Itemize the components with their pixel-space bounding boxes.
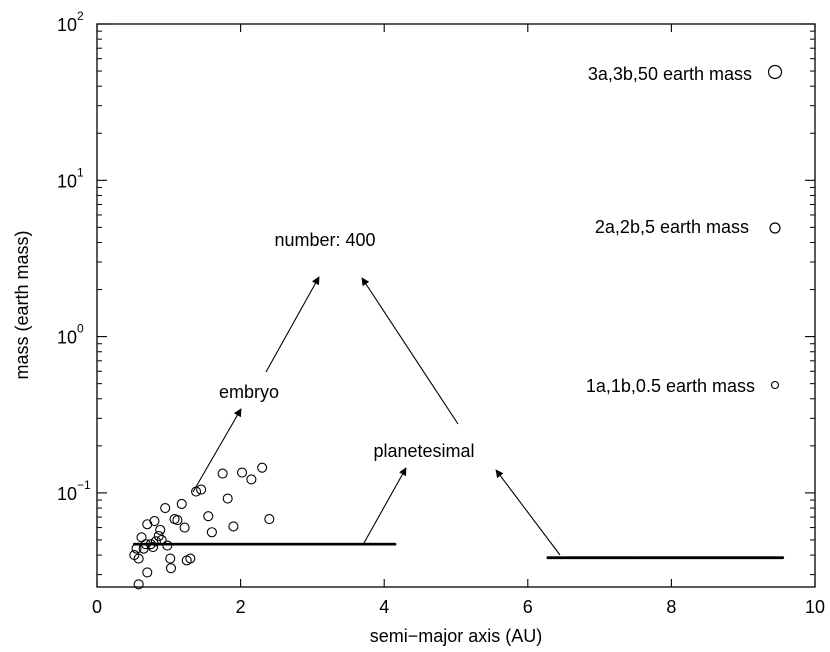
y-tick-label: 10	[57, 15, 77, 35]
arrow-embryo-to-number	[266, 277, 319, 372]
embryo-point	[163, 541, 172, 550]
y-tick-exponent: −1	[77, 478, 91, 492]
y-tick-label: 10	[57, 171, 77, 191]
x-tick-label: 6	[523, 597, 533, 617]
embryo-point	[218, 469, 227, 478]
arrow-planetesimal-outer	[496, 470, 560, 555]
arrow-planetesimal-to-number	[362, 278, 458, 424]
x-tick-label: 8	[666, 597, 676, 617]
annotation-embryo: embryo	[219, 382, 279, 402]
embryo-point	[258, 463, 267, 472]
x-ticks: 0 2 4 6 8 10	[92, 24, 825, 617]
embryo-point	[207, 528, 216, 537]
annotation-number: number: 400	[274, 230, 375, 250]
series-layer	[130, 463, 784, 589]
annotation-planetesimal: planetesimal	[373, 441, 474, 461]
x-tick-label: 0	[92, 597, 102, 617]
legend-marker-small	[772, 382, 779, 389]
legend-marker-medium	[770, 223, 780, 233]
embryo-point	[204, 512, 213, 521]
legend-marker-large	[769, 66, 782, 79]
x-tick-label: 2	[236, 597, 246, 617]
y-tick-exponent: 2	[77, 9, 84, 23]
embryo-point	[166, 554, 175, 563]
planetesimal-point	[394, 543, 397, 546]
embryo-point	[150, 517, 159, 526]
embryo-point	[161, 504, 170, 513]
y-axis-label: mass (earth mass)	[12, 230, 32, 379]
embryo-point	[247, 475, 256, 484]
plot-frame	[97, 24, 815, 587]
embryo-point	[173, 516, 182, 525]
annotations: number: 400 embryo planetesimal	[193, 230, 560, 555]
embryo-point	[137, 533, 146, 542]
x-tick-label: 4	[379, 597, 389, 617]
legend: 3a,3b,50 earth mass 2a,2b,5 earth mass 1…	[586, 64, 782, 396]
planetesimal-point	[781, 556, 784, 559]
arrow-embryo-points	[193, 409, 241, 492]
embryo-point	[229, 522, 238, 531]
y-tick-label: 10	[57, 484, 77, 504]
legend-label-small: 1a,1b,0.5 earth mass	[586, 376, 755, 396]
embryo-point	[166, 564, 175, 573]
legend-label-large: 3a,3b,50 earth mass	[588, 64, 752, 84]
embryo-point	[197, 485, 206, 494]
x-tick-label: 10	[805, 597, 825, 617]
embryo-point	[265, 515, 274, 524]
embryo-point	[238, 468, 247, 477]
legend-label-medium: 2a,2b,5 earth mass	[595, 217, 749, 237]
y-tick-label: 10	[57, 328, 77, 348]
embryo-point	[180, 523, 189, 532]
embryo-point	[143, 568, 152, 577]
embryo-point	[177, 499, 186, 508]
y-tick-exponent: 0	[77, 322, 84, 336]
y-tick-exponent: 1	[77, 165, 84, 179]
embryo-point	[223, 494, 232, 503]
arrow-planetesimal-inner	[364, 468, 406, 543]
embryo-point	[156, 525, 165, 534]
x-axis-label: semi−major axis (AU)	[370, 626, 543, 646]
